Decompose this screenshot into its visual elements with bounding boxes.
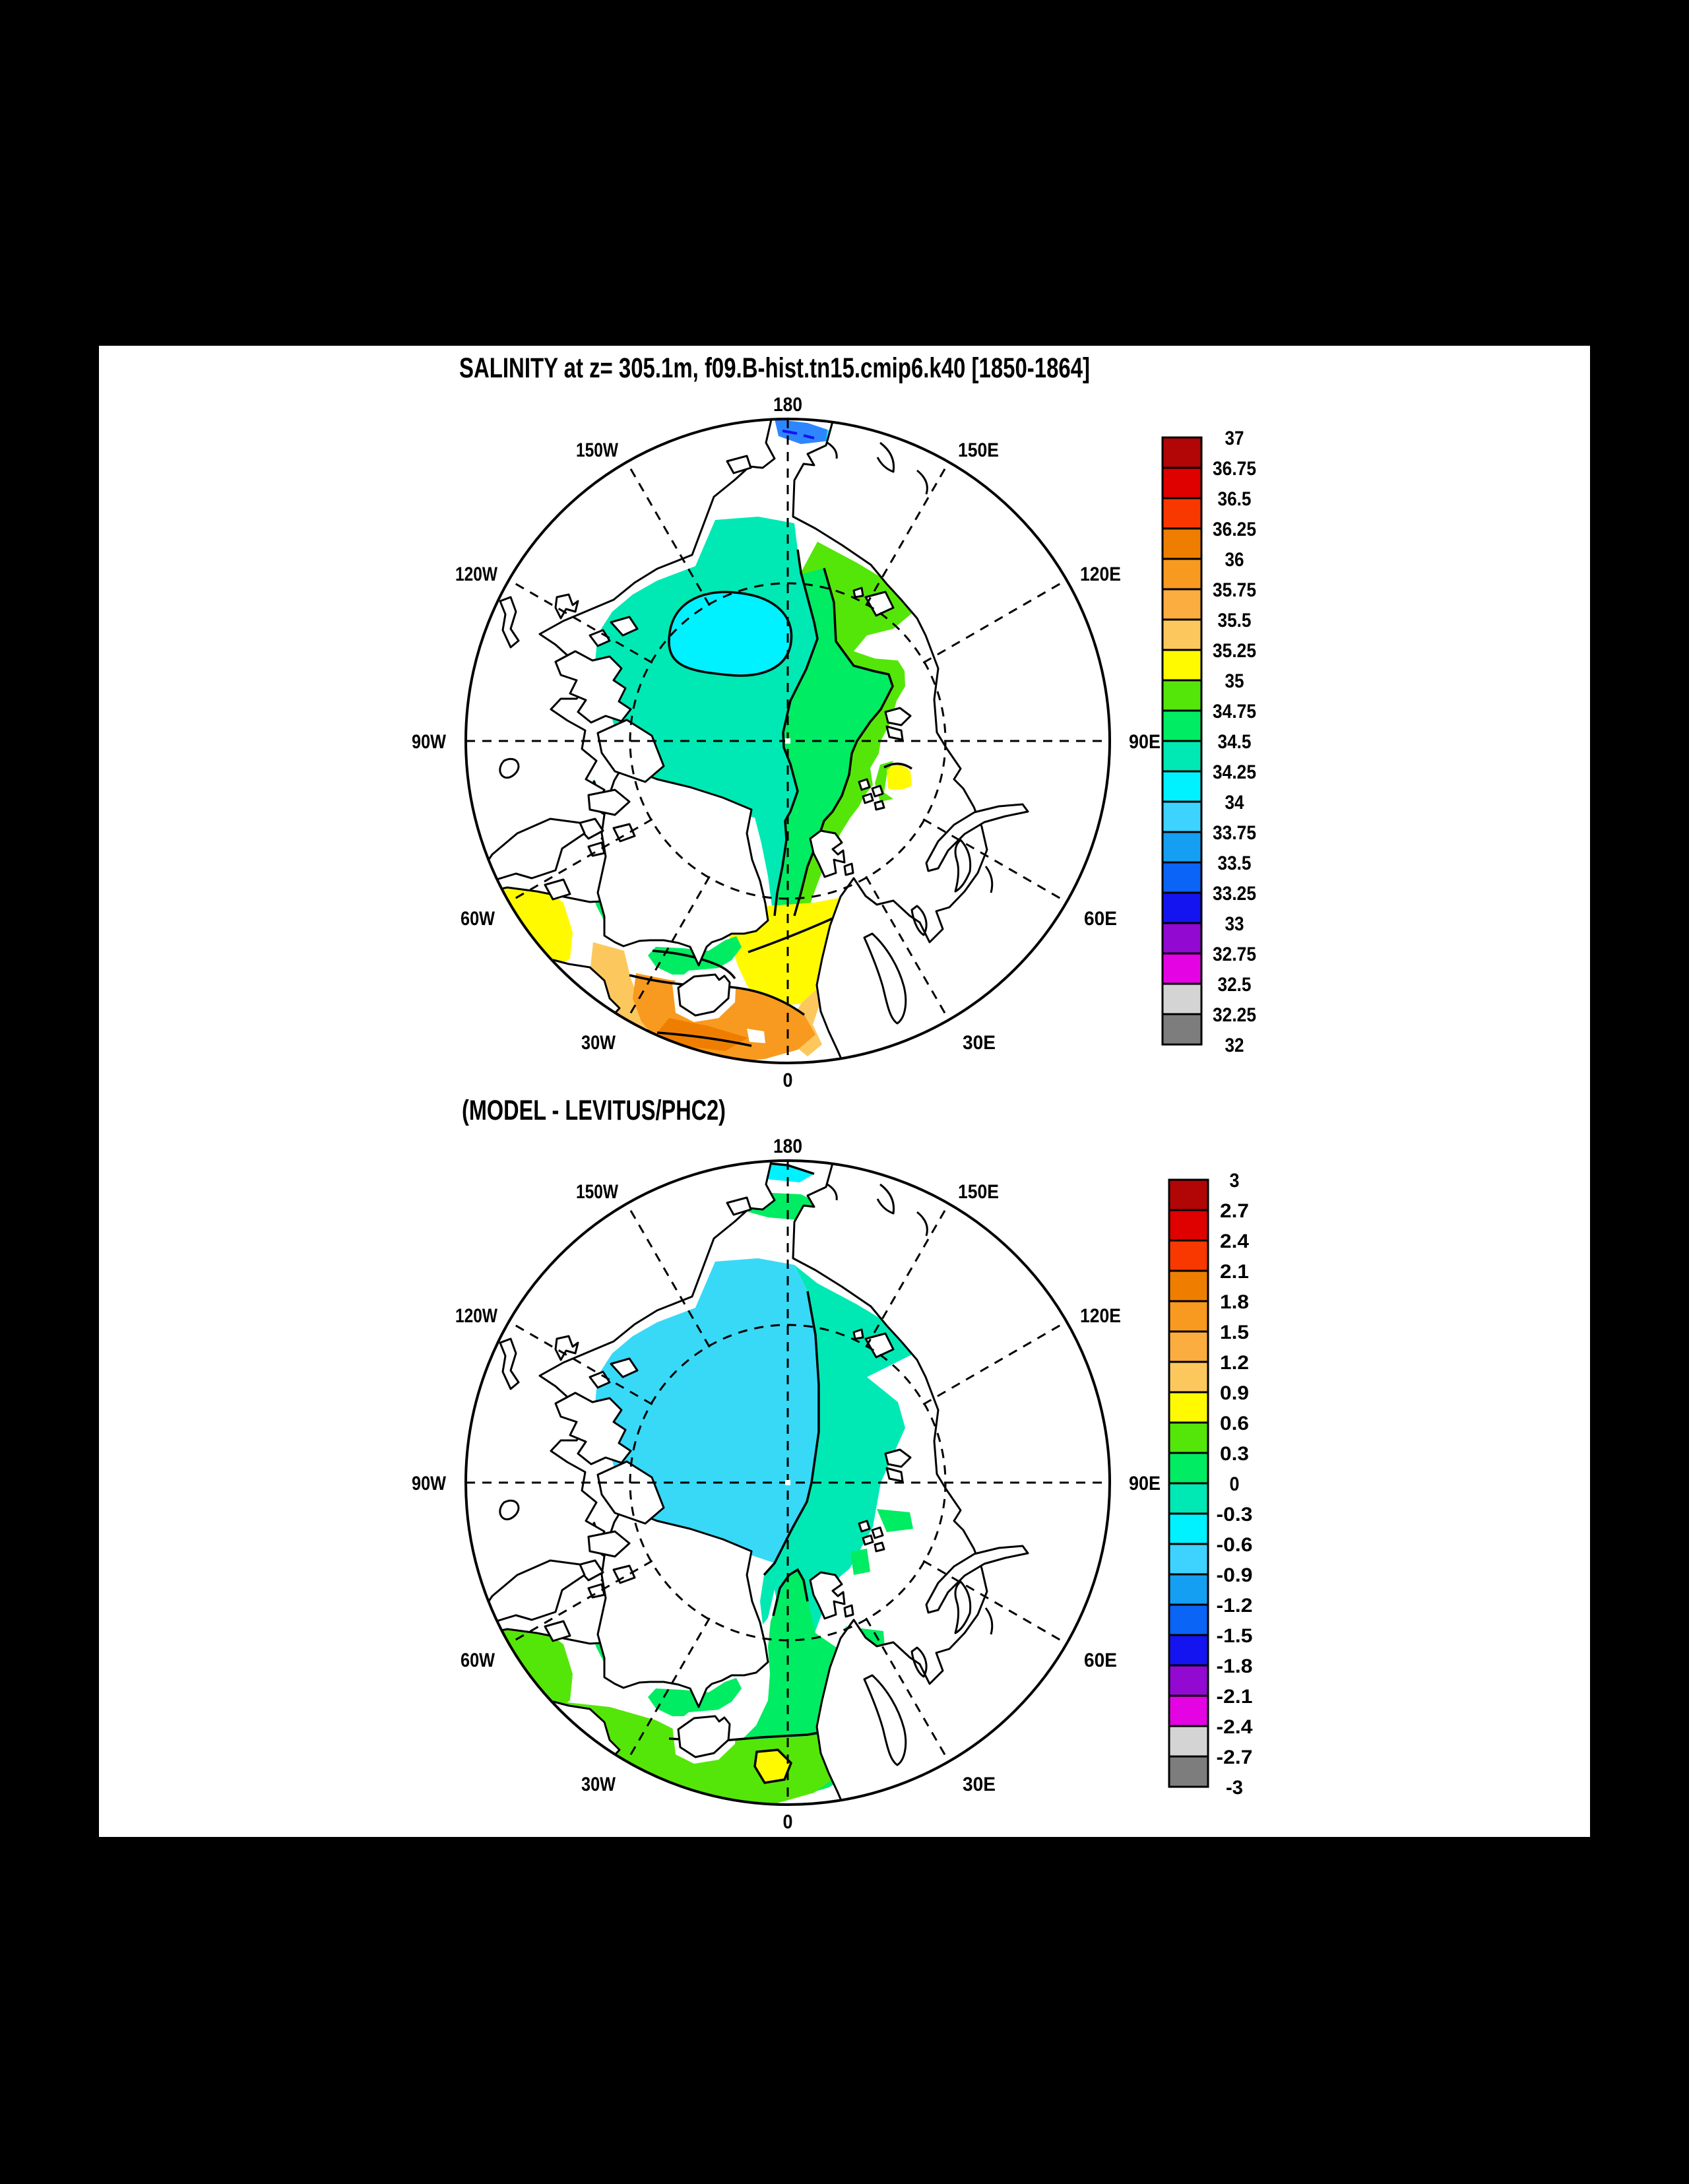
svg-text:3: 3 <box>1230 1170 1240 1192</box>
svg-text:0.3: 0.3 <box>1220 1443 1249 1465</box>
svg-text:36: 36 <box>1225 549 1244 571</box>
svg-text:35.75: 35.75 <box>1213 579 1256 601</box>
svg-text:1.8: 1.8 <box>1220 1291 1249 1313</box>
svg-text:-1.2: -1.2 <box>1217 1595 1253 1617</box>
svg-text:35: 35 <box>1225 670 1244 692</box>
svg-text:2.4: 2.4 <box>1220 1231 1249 1252</box>
svg-text:-0.6: -0.6 <box>1217 1534 1253 1556</box>
svg-text:33.5: 33.5 <box>1218 852 1252 874</box>
svg-text:2.7: 2.7 <box>1220 1200 1249 1222</box>
svg-text:-3: -3 <box>1226 1777 1243 1799</box>
svg-text:2.1: 2.1 <box>1220 1261 1249 1283</box>
svg-text:0.6: 0.6 <box>1220 1413 1249 1434</box>
svg-text:0.9: 0.9 <box>1220 1382 1249 1404</box>
svg-text:-2.1: -2.1 <box>1217 1686 1253 1708</box>
svg-text:SALINITY at z= 305.1m, f09.B-h: SALINITY at z= 305.1m, f09.B-hist.tn15.c… <box>459 352 1090 384</box>
svg-text:33.75: 33.75 <box>1213 822 1256 844</box>
svg-text:36.5: 36.5 <box>1218 488 1252 510</box>
svg-text:0: 0 <box>1230 1473 1240 1495</box>
svg-text:(MODEL - LEVITUS/PHC2): (MODEL - LEVITUS/PHC2) <box>462 1095 726 1126</box>
svg-text:32.5: 32.5 <box>1218 974 1252 996</box>
svg-text:33.25: 33.25 <box>1213 883 1256 905</box>
svg-text:-1.8: -1.8 <box>1217 1655 1253 1677</box>
svg-text:1.5: 1.5 <box>1220 1322 1249 1343</box>
svg-text:35.25: 35.25 <box>1213 640 1256 662</box>
svg-text:34.5: 34.5 <box>1218 731 1252 753</box>
svg-text:-2.7: -2.7 <box>1217 1747 1253 1768</box>
svg-text:34.75: 34.75 <box>1213 701 1256 723</box>
svg-text:1.2: 1.2 <box>1220 1352 1249 1374</box>
svg-text:-0.3: -0.3 <box>1217 1504 1253 1526</box>
svg-text:35.5: 35.5 <box>1218 610 1252 631</box>
svg-text:32: 32 <box>1225 1035 1244 1056</box>
svg-text:37: 37 <box>1225 428 1244 449</box>
svg-text:36.75: 36.75 <box>1213 458 1256 480</box>
svg-text:-0.9: -0.9 <box>1217 1564 1253 1586</box>
svg-text:33: 33 <box>1225 913 1244 935</box>
svg-text:34.25: 34.25 <box>1213 761 1256 783</box>
svg-text:36.25: 36.25 <box>1213 519 1256 540</box>
svg-text:-2.4: -2.4 <box>1217 1716 1253 1738</box>
svg-text:32.25: 32.25 <box>1213 1004 1256 1026</box>
svg-text:34: 34 <box>1225 792 1244 814</box>
svg-text:32.75: 32.75 <box>1213 944 1256 965</box>
svg-text:-1.5: -1.5 <box>1217 1625 1253 1647</box>
